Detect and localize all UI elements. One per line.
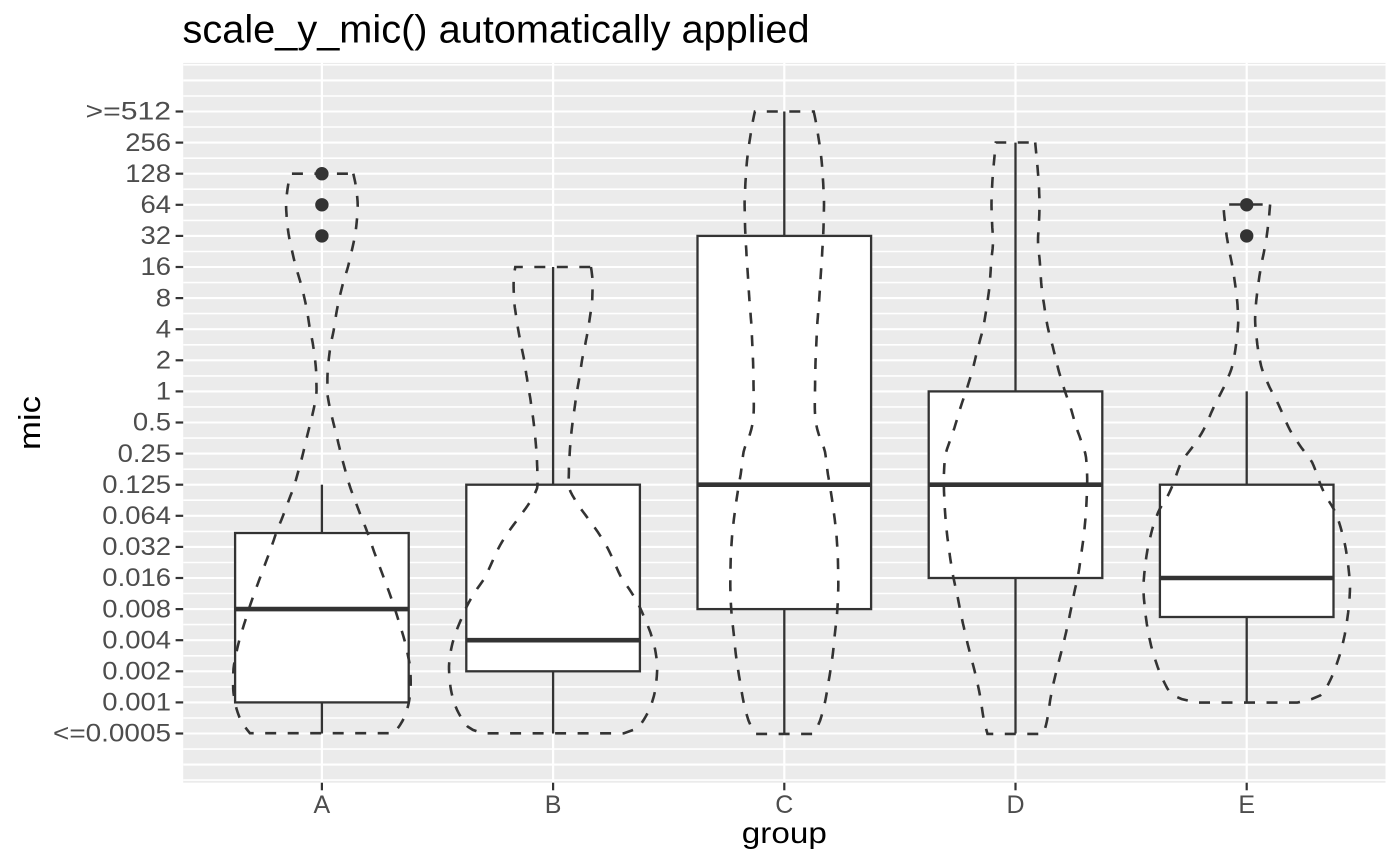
svg-text:0.125: 0.125	[102, 470, 171, 499]
svg-text:0.001: 0.001	[102, 688, 171, 717]
svg-text:4: 4	[156, 315, 171, 344]
svg-text:A: A	[314, 791, 331, 819]
svg-text:C: C	[775, 791, 793, 819]
svg-text:B: B	[545, 791, 562, 819]
svg-text:<=0.0005: <=0.0005	[53, 719, 171, 747]
svg-text:16: 16	[141, 252, 171, 281]
svg-text:0.5: 0.5	[133, 408, 171, 437]
svg-text:scale_y_mic() automatically ap: scale_y_mic() automatically applied	[183, 8, 810, 52]
svg-text:0.004: 0.004	[102, 626, 171, 655]
svg-text:2: 2	[156, 346, 171, 375]
svg-text:0.25: 0.25	[118, 439, 171, 468]
svg-text:0.032: 0.032	[102, 532, 171, 561]
svg-text:64: 64	[141, 190, 171, 219]
svg-text:256: 256	[125, 128, 171, 157]
svg-text:>=512: >=512	[85, 97, 171, 125]
svg-text:128: 128	[125, 159, 171, 188]
svg-text:0.064: 0.064	[102, 501, 171, 530]
svg-text:group: group	[742, 816, 827, 850]
svg-text:D: D	[1006, 791, 1024, 819]
svg-text:E: E	[1238, 791, 1255, 819]
svg-text:mic: mic	[12, 396, 47, 450]
svg-text:1: 1	[156, 377, 171, 406]
svg-text:0.002: 0.002	[102, 657, 171, 686]
svg-text:0.008: 0.008	[102, 594, 171, 623]
svg-text:8: 8	[156, 283, 171, 312]
svg-text:0.016: 0.016	[102, 563, 171, 592]
svg-text:32: 32	[141, 221, 171, 250]
